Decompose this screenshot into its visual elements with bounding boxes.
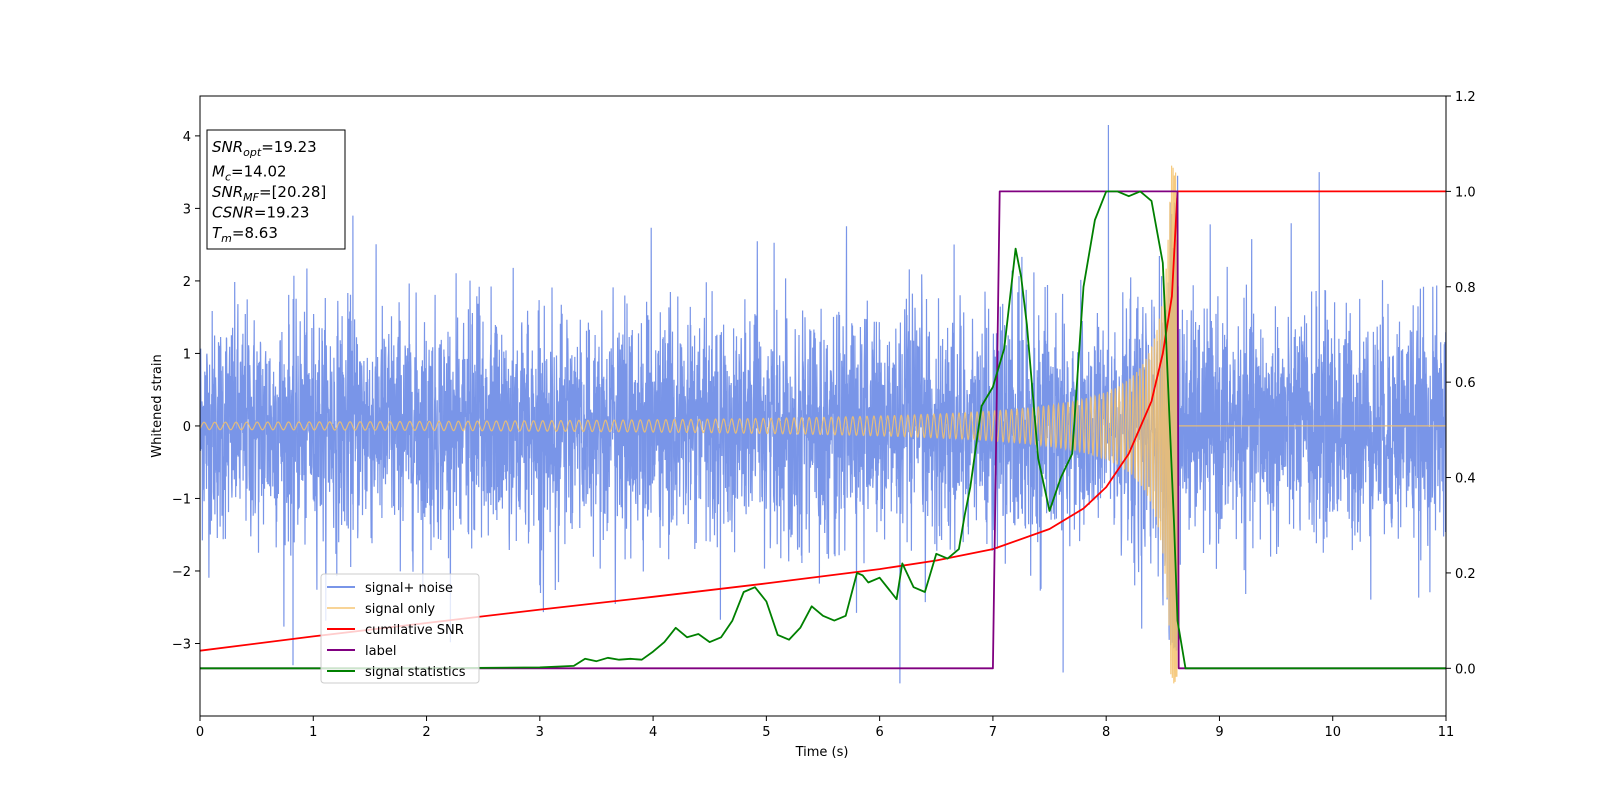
stats-line: SNRMF=[20.28] [212,183,326,204]
x-tick-label: 4 [649,725,657,740]
legend-label: signal statistics [365,665,466,680]
y-right-tick-label: 0.4 [1455,472,1476,487]
legend-item-signal-noise: signal+ noise [327,581,453,596]
x-axis-label: Time (s) [795,745,849,760]
x-tick-label: 9 [1215,725,1223,740]
y-left-tick-label: 2 [183,275,191,290]
stats-symbol: SNR [212,183,243,201]
series-signal-only-line [200,165,1446,684]
plot-area-frame [199,95,1447,717]
y-left-tick-label: −1 [172,492,191,507]
stats-value: =[20.28] [259,183,326,201]
stats-line: CSNR=19.23 [212,204,309,222]
y-right-tick-label: 0.8 [1455,281,1476,296]
y-left-tick-label: 1 [183,347,191,362]
y-left-tick-label: 3 [183,202,191,217]
stats-value: =19.23 [254,204,310,222]
x-tick-label: 2 [422,725,430,740]
x-tick-label: 0 [196,725,204,740]
x-tick-label: 6 [875,725,883,740]
legend-label: label [365,644,396,659]
stats-symbol: CSNR [212,204,254,222]
y-left-tick-label: 4 [183,130,191,145]
stats-subscript: MF [243,191,259,204]
y-right-tick-label: 0.6 [1455,376,1476,391]
stats-subscript: opt [243,146,262,159]
y-left-tick-label: 0 [183,420,191,435]
y-right-tick-label: 1.0 [1455,185,1476,200]
stats-line: Mc=14.02 [212,163,287,184]
stats-symbol: M [212,163,225,181]
stats-symbol: SNR [212,138,243,156]
x-tick-label: 7 [989,725,997,740]
stats-value: =19.23 [261,138,317,156]
x-tick-label: 11 [1438,725,1455,740]
legend-label: signal+ noise [365,581,453,596]
y-right-tick-label: 1.2 [1455,90,1476,105]
x-tick-label: 3 [536,725,544,740]
legend-label: cumilative SNR [365,623,464,638]
legend-item-signal-statistics: signal statistics [327,665,466,680]
stats-box-frame [206,129,346,250]
stats-symbol: T [212,224,223,242]
series-signal-statistics-line [200,190,1446,670]
x-tick-label: 5 [762,725,770,740]
legend-label: signal only [365,602,435,617]
stats-box: SNRopt=19.23Mc=14.02SNRMF=[20.28]CSNR=19… [206,129,346,250]
legend-item-label: label [327,644,396,659]
x-tick-label: 1 [309,725,317,740]
x-tick-label: 10 [1324,725,1341,740]
stats-subscript: m [221,232,232,245]
x-tick-label: 8 [1102,725,1110,740]
stats-value: =8.63 [232,224,278,242]
y-right-tick-label: 0.0 [1455,662,1476,677]
series-signal-noise-line [200,124,1446,684]
legend-item-signal-only: signal only [327,602,435,617]
y-axis-label: Whitened strain [150,354,165,457]
legend-item-cumulative-snr: cumilative SNR [327,623,464,638]
stats-line: Tm=8.63 [212,224,278,245]
series-cumulative-snr-line [200,190,1446,652]
y-right-tick-label: 0.2 [1455,567,1476,582]
y-left-tick-label: −2 [172,565,191,580]
stats-subscript: c [225,171,231,184]
stats-value: =14.02 [231,163,287,181]
stats-line: SNRopt=19.23 [212,138,317,159]
legend: signal+ noise signal only cumilative SNR la… [320,573,480,684]
legend-frame [320,573,480,684]
y-left-tick-label: −3 [172,637,191,652]
